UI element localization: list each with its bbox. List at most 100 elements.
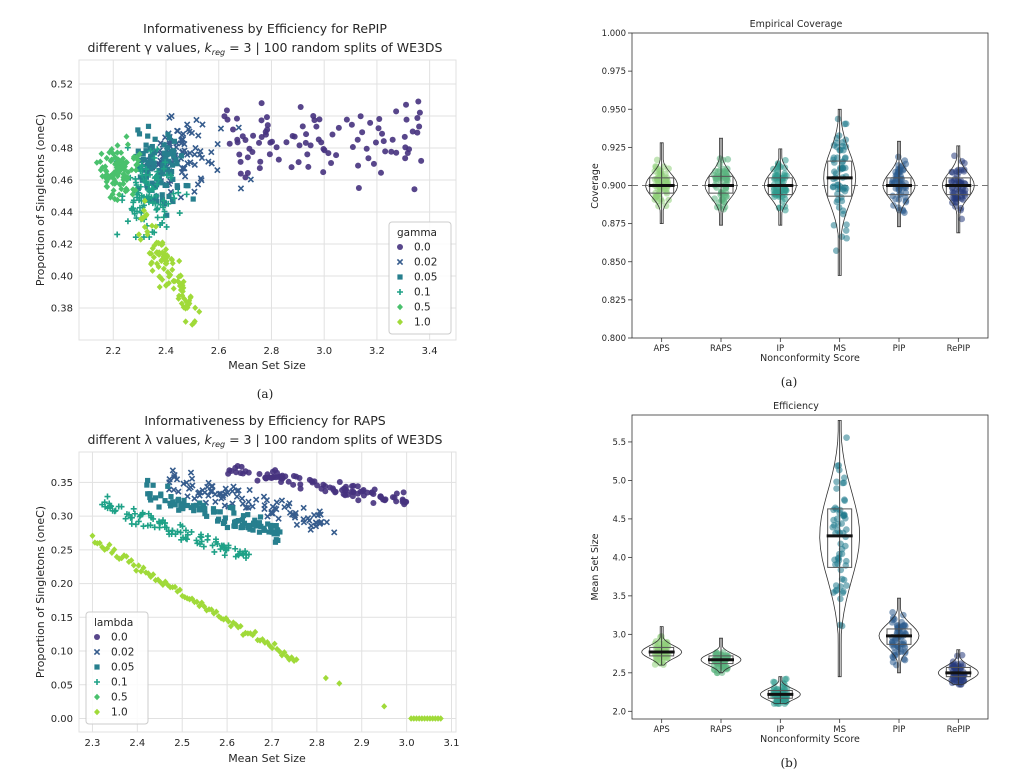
x-tick-label: APS [653, 344, 669, 354]
data-point [186, 300, 193, 307]
data-point [167, 174, 174, 181]
data-point [159, 239, 166, 246]
data-point [166, 114, 173, 121]
data-point [307, 526, 314, 533]
data-point [170, 277, 177, 285]
data-point [348, 483, 355, 490]
data-point [108, 549, 115, 556]
strip-dot [771, 679, 778, 686]
data-point [143, 148, 149, 154]
data-point [187, 469, 195, 476]
data-point [159, 192, 165, 198]
y-tick-label: 5.0 [612, 476, 626, 486]
data-point [112, 168, 119, 175]
data-point [106, 149, 113, 156]
data-point [188, 475, 196, 482]
data-point [170, 190, 177, 197]
data-point [118, 158, 125, 165]
data-point [225, 542, 232, 549]
data-point [414, 129, 421, 136]
data-point [262, 475, 269, 482]
data-point [170, 285, 177, 292]
data-point [130, 197, 137, 204]
data-point [342, 492, 349, 499]
y-tick-label: 0.875 [602, 220, 626, 230]
y-tick-label: 2.5 [612, 669, 626, 679]
data-point [158, 493, 164, 499]
data-point [111, 546, 118, 553]
data-point [187, 484, 194, 491]
data-point [181, 593, 188, 601]
data-point [114, 142, 121, 149]
data-point [148, 185, 155, 192]
data-point [155, 263, 162, 271]
data-point [179, 592, 186, 600]
data-point [297, 485, 304, 492]
data-point [141, 167, 147, 173]
data-point [143, 142, 149, 148]
data-point [418, 157, 425, 164]
data-point [212, 536, 219, 543]
data-point [128, 520, 135, 527]
data-point [135, 148, 141, 154]
data-point [247, 176, 254, 183]
data-point [151, 160, 157, 166]
data-point [257, 158, 264, 165]
data-point [215, 518, 221, 524]
strip-dot [841, 120, 849, 128]
data-point [103, 183, 110, 190]
data-point [322, 483, 329, 490]
data-point [175, 273, 182, 280]
legend-label: 0.0 [414, 242, 431, 254]
strip-dot [654, 165, 662, 173]
strip-dot [832, 582, 840, 589]
data-point [238, 495, 246, 502]
chart4-plot: 2.0 2.5 3.0 3.5 4.0 4.5 5.0 5.5 APS RAPS IP MS PIP Re… [612, 419, 979, 735]
data-point [177, 194, 185, 201]
data-point [416, 109, 423, 116]
data-point [317, 511, 324, 518]
data-point [145, 199, 152, 206]
strip-dot [843, 234, 850, 242]
data-point [133, 153, 140, 161]
data-point [137, 183, 144, 190]
data-point [154, 181, 161, 188]
data-point [275, 473, 282, 480]
data-point [103, 178, 110, 185]
data-point [171, 195, 178, 202]
box [827, 508, 853, 568]
data-point [151, 229, 158, 236]
data-point [163, 524, 170, 531]
data-point [165, 279, 172, 287]
data-point [105, 174, 112, 182]
data-point [121, 161, 128, 168]
data-point [226, 140, 233, 147]
data-point [151, 175, 158, 182]
data-point [191, 508, 197, 514]
data-point [245, 512, 251, 518]
legend-label: 0.05 [111, 662, 134, 674]
data-point [240, 470, 247, 477]
data-point [175, 488, 182, 495]
data-point [143, 166, 150, 173]
legend-marker [397, 274, 403, 280]
strip-dot [837, 595, 844, 603]
strip-dot [834, 154, 841, 161]
strip-dot [895, 153, 902, 161]
data-point [299, 123, 306, 130]
y-tick-label: 5.5 [612, 438, 626, 448]
data-point [145, 182, 152, 189]
data-point [258, 100, 265, 107]
data-point [403, 101, 410, 108]
data-point [368, 489, 375, 496]
y-tick-label: 3.0 [612, 630, 626, 640]
chart1-legend: gamma 0.0 0.02 0.05 0.1 0.5 1.0 [388, 221, 452, 335]
data-point [251, 520, 257, 526]
data-point [166, 158, 172, 164]
data-point [239, 500, 247, 507]
data-point [140, 202, 147, 209]
legend-marker [397, 289, 403, 295]
data-point [181, 173, 189, 180]
strip-dot [715, 199, 723, 207]
data-point [232, 545, 239, 552]
